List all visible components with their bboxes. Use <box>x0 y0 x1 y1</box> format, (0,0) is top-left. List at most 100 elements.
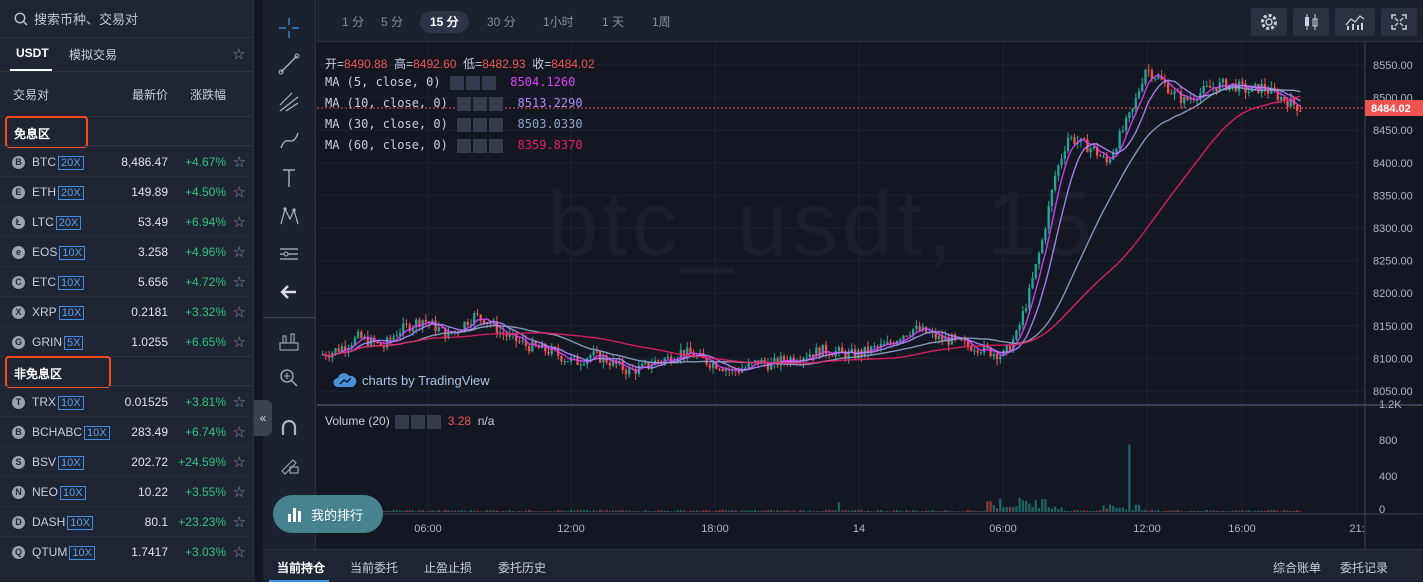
account-statement-link[interactable]: 综合账单 <box>1273 561 1322 575</box>
favorite-star-icon[interactable]: ☆ <box>232 484 246 501</box>
brush-icon[interactable] <box>273 124 305 156</box>
volume-bar <box>427 510 431 512</box>
market-row-eos[interactable]: e EOS 10X 3.258 +4.96% ☆ <box>0 236 254 266</box>
ma-close-icon[interactable] <box>489 138 504 153</box>
volume-bar <box>757 511 760 512</box>
market-row-eth[interactable]: E ETH 20X 149.89 +4.50% ☆ <box>0 176 254 206</box>
ma-settings-icon[interactable] <box>473 138 488 153</box>
candle-body <box>1050 189 1054 206</box>
fullscreen-button[interactable] <box>1381 8 1417 36</box>
trend-line-icon[interactable] <box>273 48 305 80</box>
ma-settings-icon[interactable] <box>473 117 488 132</box>
ma-settings-icon[interactable] <box>473 96 488 111</box>
volume-bar <box>721 509 724 512</box>
candle-body <box>476 313 479 315</box>
volume-settings-icon[interactable] <box>411 414 426 429</box>
pitchfork-icon[interactable] <box>273 86 305 118</box>
indicators-button[interactable] <box>1335 8 1375 36</box>
favorite-star-icon[interactable]: ☆ <box>232 544 246 561</box>
favorite-star-icon[interactable]: ☆ <box>232 274 246 291</box>
ma-visibility-icon[interactable] <box>457 117 472 132</box>
market-row-trx[interactable]: T TRX 10X 0.01525 +3.81% ☆ <box>0 386 254 416</box>
market-row-neo[interactable]: N NEO 10X 10.22 +3.55% ☆ <box>0 476 254 506</box>
timeframe-option[interactable]: 15 分 <box>420 11 469 33</box>
favorite-star-icon[interactable]: ☆ <box>232 424 246 441</box>
chart-settings-button[interactable] <box>1251 8 1287 36</box>
market-row-btc[interactable]: B BTC 20X 8,486.47 +4.67% ☆ <box>0 146 254 176</box>
market-row-bsv[interactable]: S BSV 10X 202.72 +24.59% ☆ <box>0 446 254 476</box>
favorite-star-icon[interactable]: ☆ <box>232 184 246 201</box>
candle-style-button[interactable] <box>1293 8 1329 36</box>
timeframe-option[interactable]: 1小时 <box>543 15 574 29</box>
ma-close-icon[interactable] <box>481 75 496 90</box>
market-row-dash[interactable]: D DASH 10X 80.1 +23.23% ☆ <box>0 506 254 536</box>
tab-usdt[interactable]: USDT <box>16 46 49 60</box>
tab-order-history[interactable]: 委托历史 <box>498 561 547 575</box>
favorites-star-icon[interactable]: ☆ <box>232 46 246 63</box>
measure-icon[interactable] <box>273 238 305 270</box>
tab-current-positions[interactable]: 当前持仓 <box>277 561 326 575</box>
volume-close-icon[interactable] <box>427 414 442 429</box>
magnet-icon[interactable] <box>273 412 305 444</box>
favorite-star-icon[interactable]: ☆ <box>232 154 246 171</box>
favorite-star-icon[interactable]: ☆ <box>232 244 246 261</box>
market-row-xrp[interactable]: X XRP 10X 0.2181 +3.32% ☆ <box>0 296 254 326</box>
ma-settings-icon[interactable] <box>465 75 480 90</box>
timeframe-option[interactable]: 1周 <box>652 15 671 29</box>
zoom-icon[interactable] <box>273 362 305 394</box>
market-row-bchabc[interactable]: B BCHABC 10X 283.49 +6.74% ☆ <box>0 416 254 446</box>
market-row-ltc[interactable]: Ł LTC 20X 53.49 +6.94% ☆ <box>0 206 254 236</box>
ma-visibility-icon[interactable] <box>457 138 472 153</box>
tab-take-profit-stop-loss[interactable]: 止盈止损 <box>424 561 473 575</box>
column-price[interactable]: 最新价 <box>132 88 169 102</box>
market-row-etc[interactable]: C ETC 10X 5.656 +4.72% ☆ <box>0 266 254 296</box>
back-arrow-icon[interactable] <box>273 276 305 308</box>
tab-simulated-trading[interactable]: 模拟交易 <box>69 48 118 62</box>
my-ranking-button[interactable]: 我的排行 <box>273 495 383 533</box>
collapse-sidebar-button[interactable]: « <box>254 400 272 436</box>
order-tabs-bar: 当前持仓 当前委托 止盈止损 委托历史 综合账单 委托记录 <box>263 549 1423 582</box>
ruler-icon[interactable] <box>273 326 305 358</box>
last-price: 0.2181 <box>131 305 168 319</box>
favorite-star-icon[interactable]: ☆ <box>232 214 246 231</box>
tab-open-orders[interactable]: 当前委托 <box>350 561 399 575</box>
market-row-grin[interactable]: G GRIN 5X 1.0255 +6.65% ☆ <box>0 326 254 356</box>
column-change[interactable]: 涨跌幅 <box>190 88 227 102</box>
pattern-icon[interactable] <box>273 200 305 232</box>
favorite-star-icon[interactable]: ☆ <box>232 514 246 531</box>
crosshair-icon[interactable] <box>273 12 305 44</box>
volume-bar <box>1024 500 1028 512</box>
favorite-star-icon[interactable]: ☆ <box>232 334 246 351</box>
timeframe-option[interactable]: 30 分 <box>487 15 516 29</box>
timeframe-option[interactable]: 5 分 <box>381 15 404 29</box>
leverage-badge: 10X <box>67 516 93 530</box>
price-change: +23.23% <box>178 515 226 529</box>
favorite-star-icon[interactable]: ☆ <box>232 304 246 321</box>
favorite-star-icon[interactable]: ☆ <box>232 394 246 411</box>
candle-body <box>463 321 466 331</box>
price-chart[interactable]: btc_usdt, 15 8550.00 8500.00 8450.00 8400.0… <box>317 42 1423 549</box>
tradingview-attribution[interactable]: charts by TradingView <box>333 372 490 388</box>
search-input[interactable]: 搜索币种、交易对 <box>0 0 254 38</box>
timeframe-option[interactable]: 1 天 <box>602 15 625 29</box>
favorite-star-icon[interactable]: ☆ <box>232 454 246 471</box>
candlestick-chart[interactable]: 8550.008500.008450.008400.008350.008300.… <box>317 42 1423 549</box>
volume-bar <box>1147 510 1150 512</box>
candle-body <box>1008 344 1012 351</box>
ma-visibility-icon[interactable] <box>449 75 464 90</box>
candle-body <box>770 362 773 370</box>
text-tool-icon[interactable] <box>273 162 305 194</box>
order-records-link[interactable]: 委托记录 <box>1340 561 1389 575</box>
timeframe-option[interactable]: 1 分 <box>342 15 365 29</box>
ma-close-icon[interactable] <box>489 96 504 111</box>
volume-bar <box>1192 510 1196 512</box>
volume-bar <box>640 511 644 512</box>
volume-visibility-icon[interactable] <box>395 414 410 429</box>
lock-pencil-icon[interactable] <box>273 448 305 480</box>
market-row-qtum[interactable]: Q QTUM 10X 1.7417 +3.03% ☆ <box>0 536 254 566</box>
ma-close-icon[interactable] <box>489 117 504 132</box>
ma-visibility-icon[interactable] <box>457 96 472 111</box>
ma-label: MA (10, close, 0) <box>325 96 448 110</box>
candle-body <box>1257 84 1260 93</box>
candle-body <box>753 360 757 363</box>
